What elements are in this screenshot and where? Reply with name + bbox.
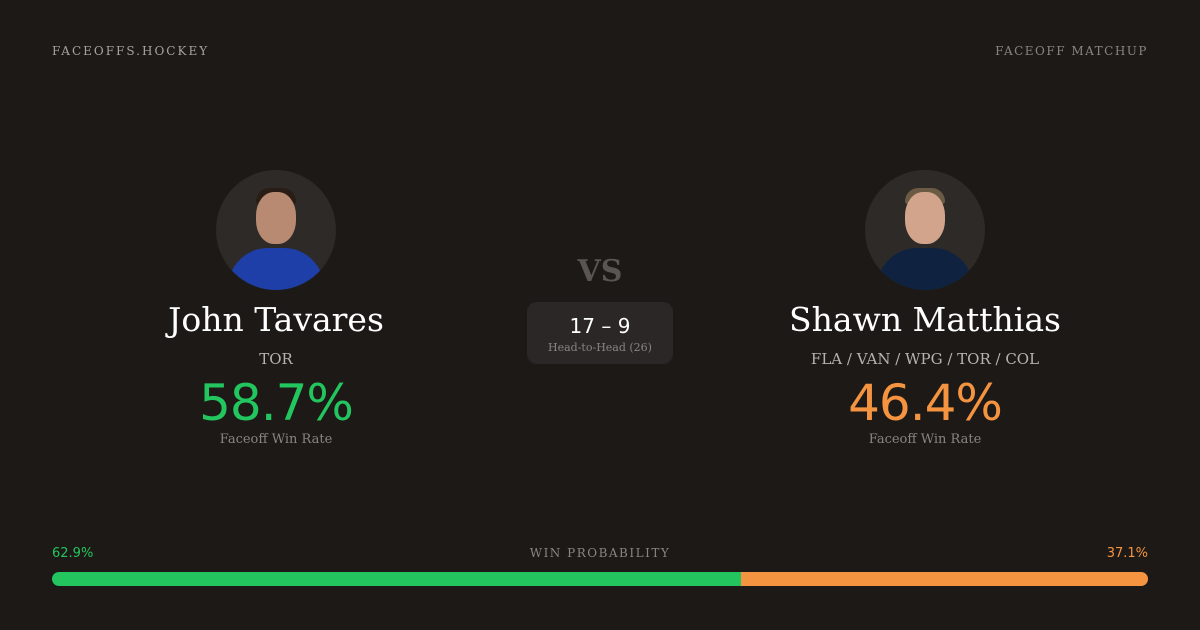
- player-name: Shawn Matthias: [789, 300, 1061, 339]
- player-team: TOR: [259, 350, 293, 368]
- player-card-right: Shawn Matthias FLA / VAN / WPG / TOR / C…: [725, 170, 1125, 447]
- head-to-head-box: 17 – 9 Head-to-Head (26): [527, 302, 673, 364]
- head-to-head-label: Head-to-Head (26): [548, 341, 652, 354]
- win-rate-label: Faceoff Win Rate: [868, 432, 982, 447]
- win-probability-bar-left: [52, 572, 742, 586]
- win-probability-left: 62.9%: [52, 546, 94, 561]
- vs-label: VS: [577, 254, 623, 289]
- player-name: John Tavares: [168, 300, 384, 339]
- page-kind-label: FACEOFF MATCHUP: [995, 44, 1148, 58]
- win-rate-label: Faceoff Win Rate: [219, 432, 333, 447]
- win-probability-bar: [52, 572, 1148, 586]
- player-photo-avatar: [216, 170, 336, 290]
- head-to-head-score: 17 – 9: [569, 314, 631, 338]
- player-team: FLA / VAN / WPG / TOR / COL: [810, 350, 1040, 368]
- win-probability-section: 62.9% 37.1% WIN PROBABILITY: [52, 546, 1148, 586]
- player-photo-avatar: [865, 170, 985, 290]
- win-rate: 46.4%: [848, 374, 1003, 432]
- win-probability-bar-right: [741, 572, 1148, 586]
- win-probability-right: 37.1%: [1106, 546, 1148, 561]
- win-rate: 58.7%: [199, 374, 354, 432]
- brand-logo-text: FACEOFFS.HOCKEY: [52, 44, 210, 58]
- win-probability-label: WIN PROBABILITY: [529, 546, 671, 560]
- player-card-left: John Tavares TOR 58.7% Faceoff Win Rate: [76, 170, 476, 447]
